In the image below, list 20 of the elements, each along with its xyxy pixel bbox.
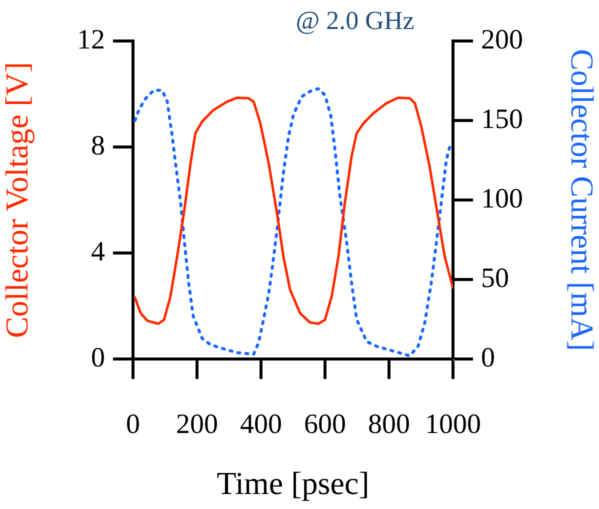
x-tick-label: 1000	[425, 409, 481, 440]
y2-tick-label: 50	[481, 262, 509, 294]
y2-tick-label: 100	[481, 183, 523, 214]
x-tick-label: 0	[126, 409, 140, 440]
x-tick-label: 800	[368, 409, 410, 440]
y2-axis-title: Collector Current [mA]	[564, 48, 599, 352]
x-axis-title: Time [psec]	[216, 465, 370, 502]
x-tick-label: 600	[304, 409, 346, 440]
y2-tick-label: 200	[481, 24, 523, 56]
line-series	[133, 87, 452, 358]
x-tick-label: 200	[176, 409, 218, 440]
x-tick-label: 400	[240, 409, 282, 440]
y-tick-label: 8	[91, 130, 105, 162]
y2-tick-label: 0	[481, 342, 495, 374]
text: @ 2.0 GHz	[296, 6, 414, 35]
y-tick-label: 12	[77, 24, 105, 56]
y-tick-label: 4	[91, 236, 105, 268]
y-axis-title: Collector Voltage [V]	[0, 62, 35, 338]
y2-tick-label: 150	[481, 104, 523, 135]
y-tick-label: 0	[91, 342, 105, 374]
